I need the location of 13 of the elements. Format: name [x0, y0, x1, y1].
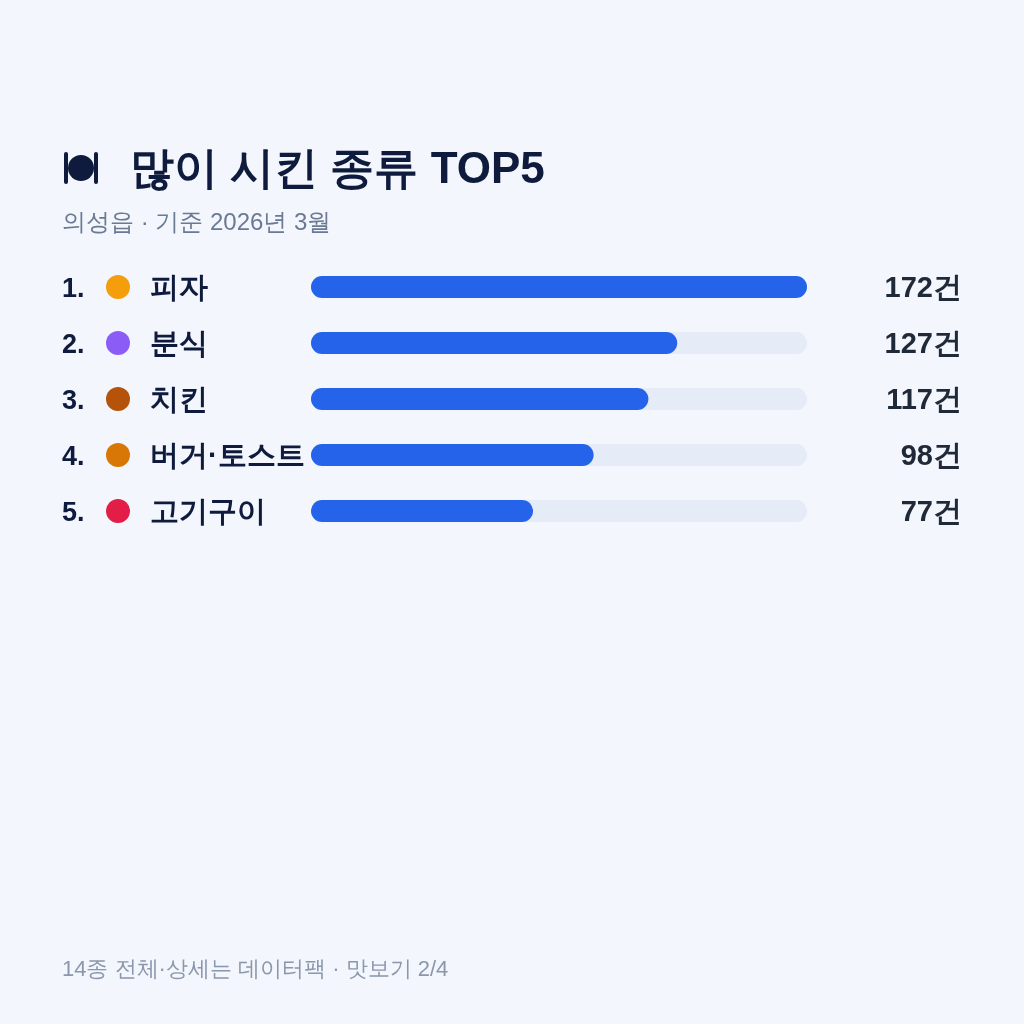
chart-title: 많이 시킨 종류 TOP5 [130, 143, 545, 192]
data-label: 117건 [886, 383, 962, 415]
category-label: 3. 치킨 [62, 383, 208, 415]
data-label: 172건 [884, 271, 962, 303]
category-label: 2. 분식 [62, 327, 208, 359]
data-label: 127건 [884, 327, 962, 359]
category-label: 4. 버거·토스트 [62, 439, 305, 471]
category-label: 5. 고기구이 [62, 495, 266, 527]
chart-subtitle: 의성읍 · 기준 2026년 3월 [62, 208, 332, 235]
data-label: 77건 [900, 495, 962, 527]
data-label: 98건 [900, 439, 962, 471]
category-label: 1. 피자 [62, 271, 208, 303]
text: 14종 전체·상세는 데이터팩 · 맛보기 2/4 [62, 956, 449, 981]
